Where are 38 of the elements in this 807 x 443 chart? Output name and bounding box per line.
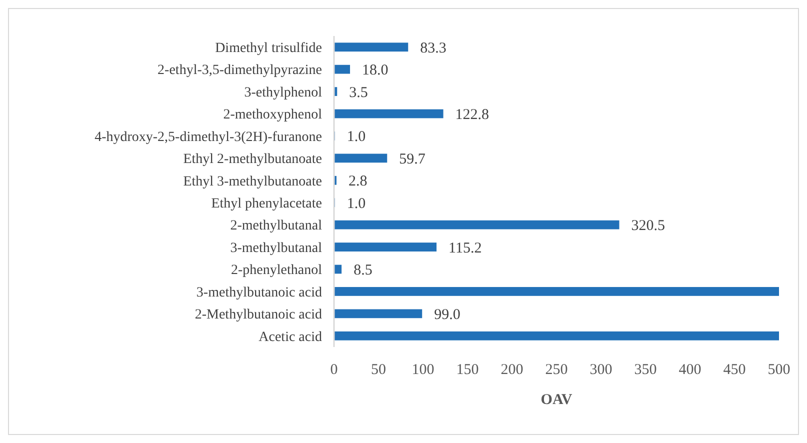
data-label: 18.0 <box>362 62 388 79</box>
data-label: 115.2 <box>448 240 482 256</box>
data-label: 8.5 <box>354 262 372 278</box>
x-tick-label: 300 <box>590 362 612 378</box>
x-tick-label: 50 <box>371 362 386 378</box>
data-label: 2.8 <box>348 174 368 190</box>
x-tick-label: 350 <box>634 362 657 378</box>
x-tick-label: 100 <box>412 362 434 378</box>
y-tick-label: 3-methylbutanal <box>230 240 322 256</box>
data-label: 99.0 <box>434 306 460 323</box>
x-tick-label: 150 <box>456 362 479 378</box>
y-tick-label: Acetic acid <box>258 330 322 345</box>
x-tick-label: 200 <box>500 362 524 378</box>
x-tick-label: 0 <box>330 362 338 378</box>
x-tick-label: 500 <box>768 362 790 378</box>
y-tick-label: 3-methylbutanoic acid <box>196 285 322 300</box>
y-tick-label: Ethyl 2-methylbutanoate <box>183 152 322 168</box>
y-tick-label: 2-methoxyphenol <box>223 108 322 123</box>
x-axis-title: OAV <box>540 392 572 408</box>
data-label: 320.5 <box>631 218 665 234</box>
data-label: 1.0 <box>346 129 366 146</box>
data-label: 3.5 <box>349 84 368 101</box>
y-tick-label: 4-hydroxy-2,5-dimethyl-3(2H)-furanone <box>94 130 322 145</box>
x-tick-label: 400 <box>678 362 702 378</box>
y-tick-label: Ethyl phenylacetate <box>211 196 322 212</box>
data-label: 59.7 <box>399 151 426 168</box>
y-tick-label: 2-methylbutanal <box>230 218 322 234</box>
y-tick-label: Ethyl 3-methylbutanoate <box>183 174 322 190</box>
data-label: 122.8 <box>455 107 490 123</box>
x-tick-label: 250 <box>545 362 568 378</box>
y-tick-label: 2-ethyl-3,5-dimethylpyrazine <box>158 63 322 78</box>
x-tick-label: 450 <box>723 362 746 378</box>
y-tick-label: 2-phenylethanol <box>231 263 322 278</box>
data-label: 1.0 <box>346 196 366 212</box>
y-tick-label: Dimethyl trisulfide <box>215 41 322 56</box>
data-label: 83.3 <box>420 40 446 56</box>
y-tick-label: 3-ethylphenol <box>244 85 322 100</box>
y-tick-label: 2-Methylbutanoic acid <box>194 308 322 323</box>
